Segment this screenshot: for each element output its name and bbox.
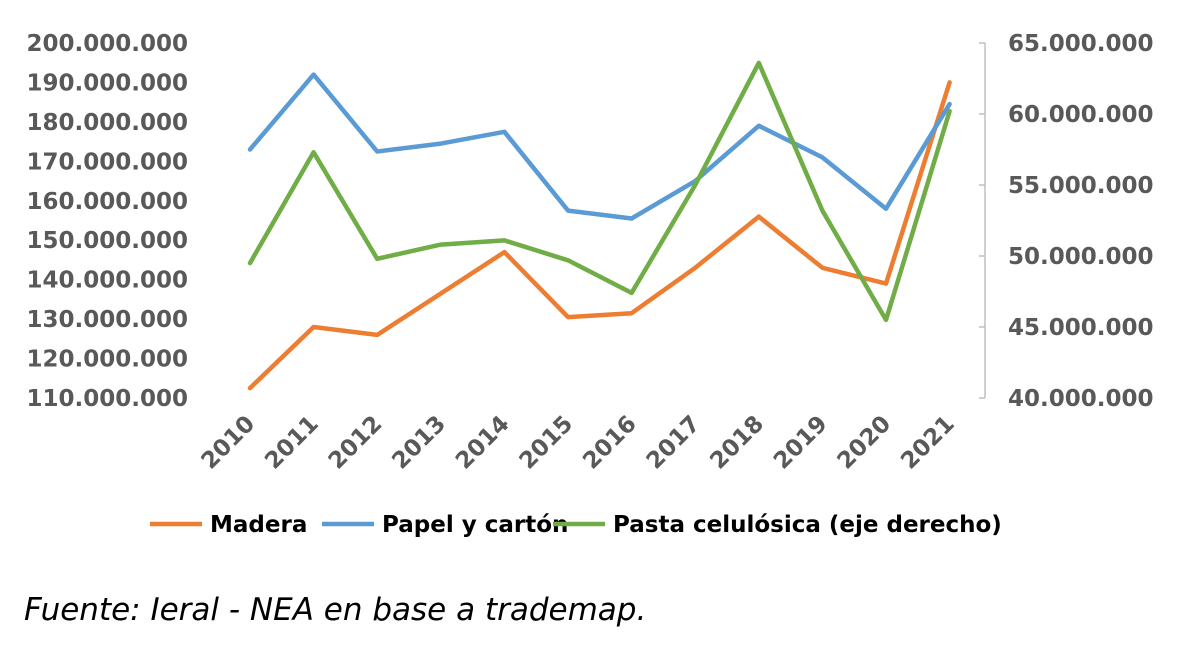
right-axis-tick-label: 45.000.000 [1008, 315, 1154, 341]
x-axis-tick-label: 2012 [324, 411, 388, 475]
left-axis-tick-label: 110.000.000 [26, 386, 188, 412]
left-axis-tick-label: 120.000.000 [26, 347, 188, 373]
right-axis-tick-label: 55.000.000 [1008, 173, 1154, 199]
left-y-axis: 110.000.000 120.000.000 130.000.000 140.000… [26, 31, 188, 412]
left-axis-tick-label: 130.000.000 [26, 307, 188, 333]
legend: Madera Papel y cartón Pasta celulósica (ej… [150, 512, 1002, 538]
legend-label: Madera [210, 512, 307, 538]
left-axis-tick-label: 190.000.000 [26, 70, 188, 96]
left-axis-tick-label: 180.000.000 [26, 110, 188, 136]
right-axis-tick-label: 65.000.000 [1008, 31, 1154, 57]
right-y-axis: 40.000.000 45.000.000 50.000.000 55.000.000… [979, 31, 1154, 412]
x-axis-tick-label: 2017 [642, 411, 706, 475]
x-axis-tick-label: 2016 [578, 411, 642, 475]
left-axis-tick-label: 170.000.000 [26, 149, 188, 175]
left-axis-tick-label: 150.000.000 [26, 228, 188, 254]
series-line-papel-y-carton [247, 72, 952, 221]
series-line-madera [247, 80, 952, 391]
x-axis: 2010 2011 2012 2013 2014 2015 2016 2017 2018 2019… [197, 411, 960, 475]
x-axis-tick-label: 2014 [451, 411, 515, 475]
legend-label: Pasta celulósica (eje derecho) [613, 512, 1002, 538]
legend-label: Papel y cartón [382, 512, 568, 538]
x-axis-tick-label: 2011 [260, 411, 324, 475]
left-axis-tick-label: 200.000.000 [26, 31, 188, 57]
x-axis-tick-label: 2015 [515, 411, 579, 475]
right-axis-tick-label: 40.000.000 [1008, 386, 1154, 412]
x-axis-tick-label: 2018 [705, 411, 769, 475]
x-axis-tick-label: 2010 [197, 411, 261, 475]
x-axis-tick-label: 2020 [833, 411, 897, 475]
left-axis-tick-label: 140.000.000 [26, 268, 188, 294]
line-chart: 110.000.000 120.000.000 130.000.000 140.000… [26, 31, 1154, 538]
right-axis-tick-label: 50.000.000 [1008, 244, 1154, 270]
series-lines [247, 60, 952, 391]
x-axis-tick-label: 2013 [387, 411, 451, 475]
left-axis-tick-label: 160.000.000 [26, 189, 188, 215]
x-axis-tick-label: 2021 [896, 411, 960, 475]
right-axis-tick-label: 60.000.000 [1008, 102, 1154, 128]
x-axis-tick-label: 2019 [769, 411, 833, 475]
source-note: Fuente: Ieral - NEA en base a trademap. [24, 592, 647, 628]
series-line-pasta-celulosica [247, 60, 952, 323]
